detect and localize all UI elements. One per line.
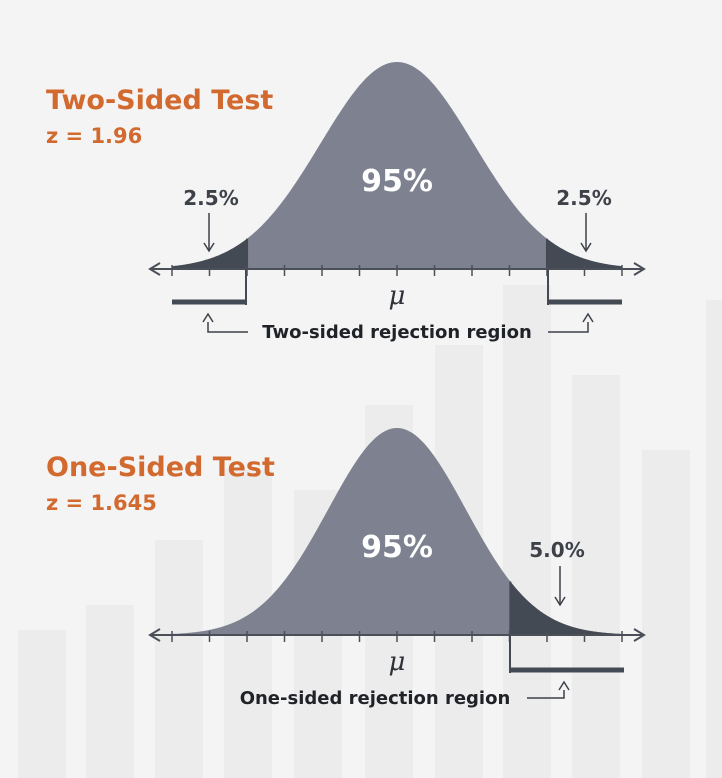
panel-title: One-Sided Test	[46, 452, 275, 483]
center-percent-label: 95%	[361, 530, 433, 565]
region-connector-right-head	[582, 312, 594, 323]
right-tail-label: 2.5%	[556, 186, 611, 210]
rejection-region-bracket-right	[547, 269, 622, 333]
two-sided-panel: Two-Sided Test z = 1.96 95% μ 2.5% 2.5%	[46, 62, 646, 343]
axis-arrow-left	[148, 262, 161, 276]
rejection-region-label: One-sided rejection region	[240, 688, 511, 709]
background-bar	[155, 540, 203, 778]
right-tail-pointer-head	[554, 596, 566, 607]
background-bar	[642, 450, 690, 778]
z-value-label: z = 1.645	[46, 491, 157, 515]
axis-ticks	[171, 631, 623, 642]
rejection-region-label: Two-sided rejection region	[262, 322, 532, 343]
background-bar	[86, 605, 134, 778]
axis-arrow-right	[633, 628, 646, 642]
panel-title: Two-Sided Test	[46, 85, 273, 116]
right-tail-area	[510, 581, 622, 635]
background-bar	[18, 630, 66, 778]
center-percent-label: 95%	[361, 164, 433, 199]
axis-arrow-right	[633, 262, 646, 276]
rejection-region-bracket-left	[172, 269, 248, 333]
one-sided-panel: One-Sided Test z = 1.645 95% μ 5.0% One-…	[46, 428, 646, 709]
axis-arrow-left	[148, 628, 161, 642]
distribution-curve	[172, 62, 622, 269]
right-tail-pointer-head	[580, 242, 592, 253]
right-tail-label: 5.0%	[529, 538, 584, 562]
x-axis	[148, 628, 646, 642]
right-tail-area	[547, 238, 622, 269]
region-connector-right-head	[558, 680, 570, 691]
region-connector-right	[527, 690, 565, 699]
mean-symbol: μ	[389, 647, 406, 677]
region-connector-left	[207, 322, 248, 333]
left-tail-label: 2.5%	[183, 186, 238, 210]
left-tail-area	[172, 238, 247, 269]
background-bar	[572, 375, 620, 778]
mean-symbol: μ	[389, 281, 406, 311]
background-bar	[503, 285, 551, 778]
region-connector-left-head	[202, 312, 214, 323]
z-value-label: z = 1.96	[46, 124, 142, 148]
region-connector-right	[548, 322, 589, 333]
left-tail-pointer-head	[203, 242, 215, 253]
background-bar	[706, 300, 722, 778]
rejection-region-bracket-right	[509, 635, 624, 699]
